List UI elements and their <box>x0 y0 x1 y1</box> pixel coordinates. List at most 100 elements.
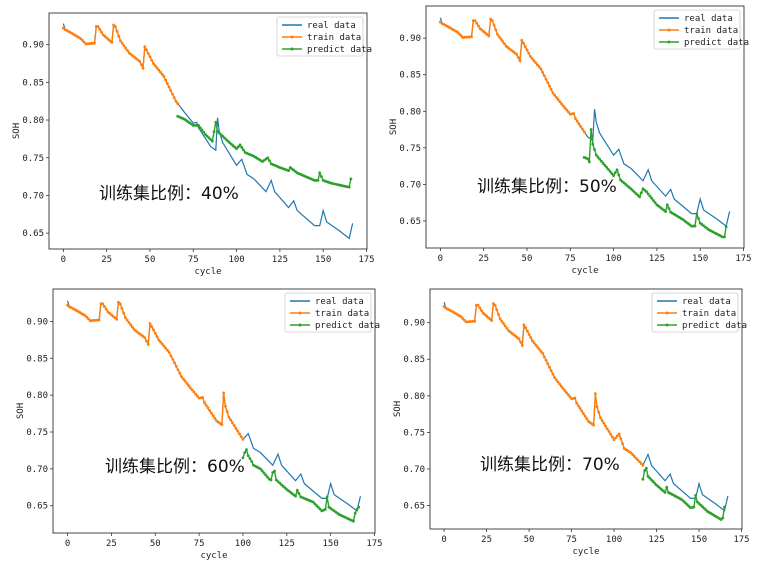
train-data-point <box>576 404 580 408</box>
train-data-point <box>549 369 553 373</box>
train-data-point <box>544 358 548 362</box>
train-data-point <box>493 303 497 307</box>
train-data-point <box>79 37 83 41</box>
x-tick-label: 0 <box>438 254 443 264</box>
chart-svg: 0 25 50 75 100 125 150 175 0.65 0.70 0.75 0.80 0.85 0… <box>12 12 375 277</box>
x-axis-label: cycle <box>194 267 221 277</box>
predict-data-point <box>355 508 359 511</box>
train-data-point <box>115 29 119 33</box>
train-data-point <box>499 37 503 41</box>
predict-data-point <box>608 170 612 173</box>
train-data-point <box>139 63 143 67</box>
train-data-point <box>169 89 173 92</box>
train-data-point <box>153 64 157 68</box>
predict-data-point <box>606 168 610 171</box>
train-data-point <box>126 49 129 52</box>
legend-predict-data-marker <box>665 323 669 327</box>
train-data-point <box>124 46 128 50</box>
train-data-point <box>548 365 551 369</box>
predict-data-point <box>240 146 244 149</box>
train-data-point <box>551 372 555 376</box>
y-tick-label: 0.85 <box>403 355 425 365</box>
predict-data-point <box>693 224 697 228</box>
train-data-point <box>583 414 587 418</box>
x-tick-label: 125 <box>648 535 664 545</box>
train-data-point <box>502 322 505 326</box>
train-data-point <box>223 404 227 408</box>
predict-data-point <box>204 132 207 136</box>
train-data-point <box>522 323 526 327</box>
predict-data-point <box>198 126 202 130</box>
train-data-line <box>62 23 179 104</box>
x-axis-label: cycle <box>200 551 227 561</box>
predict-data-point <box>650 196 654 200</box>
train-data-point <box>146 51 150 55</box>
train-data-point <box>160 342 164 346</box>
train-data-point <box>231 421 234 425</box>
train-data-point <box>131 325 134 329</box>
train-data-point <box>104 307 108 311</box>
predict-data-point <box>612 174 615 178</box>
chart-svg: 0 25 50 75 100 125 150 175 0.65 0.70 0.75 0.80 0.85 0… <box>16 288 383 561</box>
train-data-point <box>167 350 171 354</box>
train-data-point <box>544 77 548 81</box>
predict-data-point <box>248 457 252 460</box>
train-data-point <box>498 317 502 321</box>
predict-data-point <box>268 159 271 163</box>
y-tick-label: 0.90 <box>26 317 48 327</box>
train-data-point <box>173 361 176 365</box>
train-data-point <box>574 117 577 120</box>
train-ratio-annotation: 训练集比例：60% <box>105 457 245 477</box>
train-data-point <box>524 326 528 330</box>
train-data-point <box>529 336 533 340</box>
predict-data-point <box>646 474 650 478</box>
x-tick-label: 125 <box>279 539 295 549</box>
train-data-point <box>617 432 621 436</box>
train-data-point <box>145 339 148 343</box>
x-tick-label: 25 <box>101 255 112 265</box>
train-data-point <box>536 345 539 349</box>
train-data-point <box>171 92 174 96</box>
train-ratio-annotation: 训练集比例：70% <box>480 455 620 475</box>
x-tick-label: 75 <box>194 539 205 549</box>
train-data-point <box>639 462 643 465</box>
predict-data-point <box>723 235 726 239</box>
train-data-point <box>560 102 564 106</box>
y-tick-label: 0.65 <box>399 217 421 227</box>
train-data-point <box>516 56 520 59</box>
train-data-point <box>555 95 558 99</box>
train-data-point <box>532 341 536 345</box>
x-tick-label: 125 <box>272 255 288 265</box>
legend-predict-data-label: predict data <box>684 38 749 48</box>
legend-train-data-marker <box>665 311 669 315</box>
train-data-point <box>234 426 238 430</box>
y-tick-label: 0.75 <box>22 154 44 164</box>
train-data-point <box>155 66 159 70</box>
legend-real-data-label: real data <box>684 14 733 24</box>
train-data-point <box>110 41 114 44</box>
train-data-point <box>159 340 162 344</box>
train-data-point <box>539 349 543 353</box>
predict-data-point <box>664 210 667 213</box>
train-data-point <box>125 318 129 322</box>
train-data-point <box>195 394 199 398</box>
x-tick-label: 175 <box>733 535 749 545</box>
plot-frame <box>48 12 368 250</box>
predict-data-point <box>318 507 322 511</box>
predict-data-point <box>591 142 595 146</box>
predict-data-point <box>294 494 297 498</box>
predict-data-point <box>269 478 273 482</box>
train-data-point <box>487 34 491 38</box>
train-data-point <box>192 390 196 394</box>
train-data-point <box>614 436 618 440</box>
subplot-60: 0 25 50 75 100 125 150 175 0.65 0.70 0.75 0.80 0.85 0… <box>0 283 384 566</box>
predict-data-point <box>318 171 322 175</box>
train-data-point <box>579 125 583 128</box>
predict-data-point <box>325 495 329 499</box>
train-data-point <box>208 409 212 412</box>
train-data-point <box>98 27 102 31</box>
predict-data-point <box>667 207 671 210</box>
x-tick-label: 150 <box>315 255 331 265</box>
train-ratio-annotation: 训练集比例：50% <box>477 177 617 197</box>
legend-box <box>276 16 364 57</box>
